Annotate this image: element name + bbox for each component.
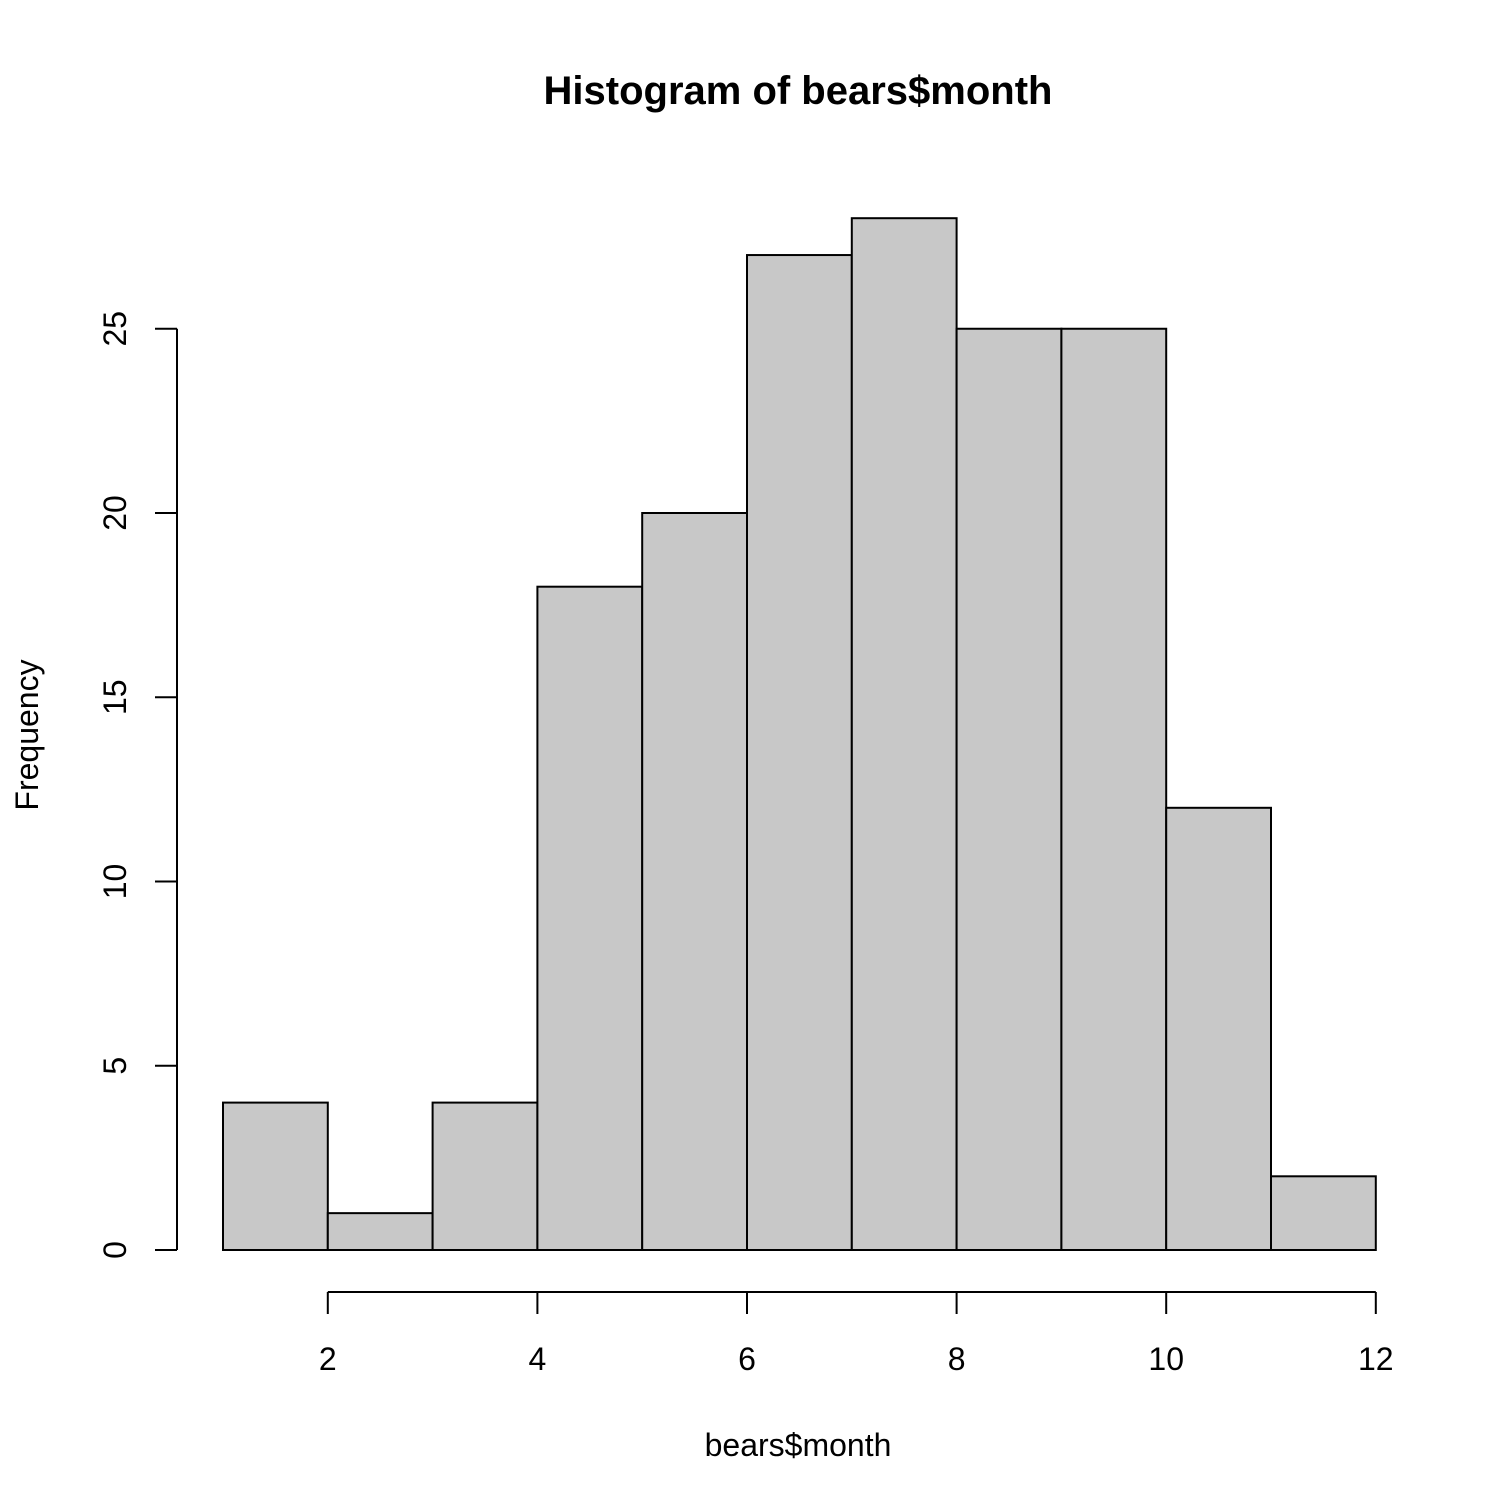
chart-title: Histogram of bears$month	[544, 69, 1053, 113]
x-axis: 2 4 6 8 10 12	[319, 1291, 1394, 1377]
histogram-bar-6	[746, 254, 853, 1252]
x-tick-label-12: 12	[1358, 1341, 1394, 1377]
y-tick-label-0: 0	[97, 1241, 133, 1259]
y-tick-label-20: 20	[97, 495, 133, 531]
y-tick-label-25: 25	[97, 311, 133, 347]
y-tick-label-5: 5	[97, 1057, 133, 1075]
y-axis: 0 5 10 15 20 25	[97, 311, 178, 1259]
histogram-bar-3	[431, 1101, 539, 1251]
histogram-bar-1	[222, 1101, 329, 1251]
x-tick-label-4: 4	[529, 1341, 547, 1377]
histogram-bar-4	[536, 585, 644, 1251]
histogram-bar-5	[641, 512, 749, 1251]
x-tick-label-2: 2	[319, 1341, 337, 1377]
x-tick-label-8: 8	[948, 1341, 966, 1377]
bars-group	[222, 217, 1377, 1252]
histogram-bar-8	[955, 327, 1063, 1251]
histogram-bar-7	[850, 217, 958, 1252]
histogram-bar-10	[1165, 806, 1272, 1251]
histogram-bar-9	[1060, 327, 1168, 1251]
x-axis-label: bears$month	[705, 1427, 892, 1463]
x-tick-label-6: 6	[738, 1341, 756, 1377]
y-tick-label-10: 10	[97, 864, 133, 900]
y-axis-label: Frequency	[9, 659, 45, 810]
x-tick-label-10: 10	[1148, 1341, 1184, 1377]
y-tick-label-15: 15	[97, 679, 133, 715]
histogram-bar-2	[326, 1212, 434, 1252]
histogram-bar-11	[1270, 1175, 1377, 1252]
